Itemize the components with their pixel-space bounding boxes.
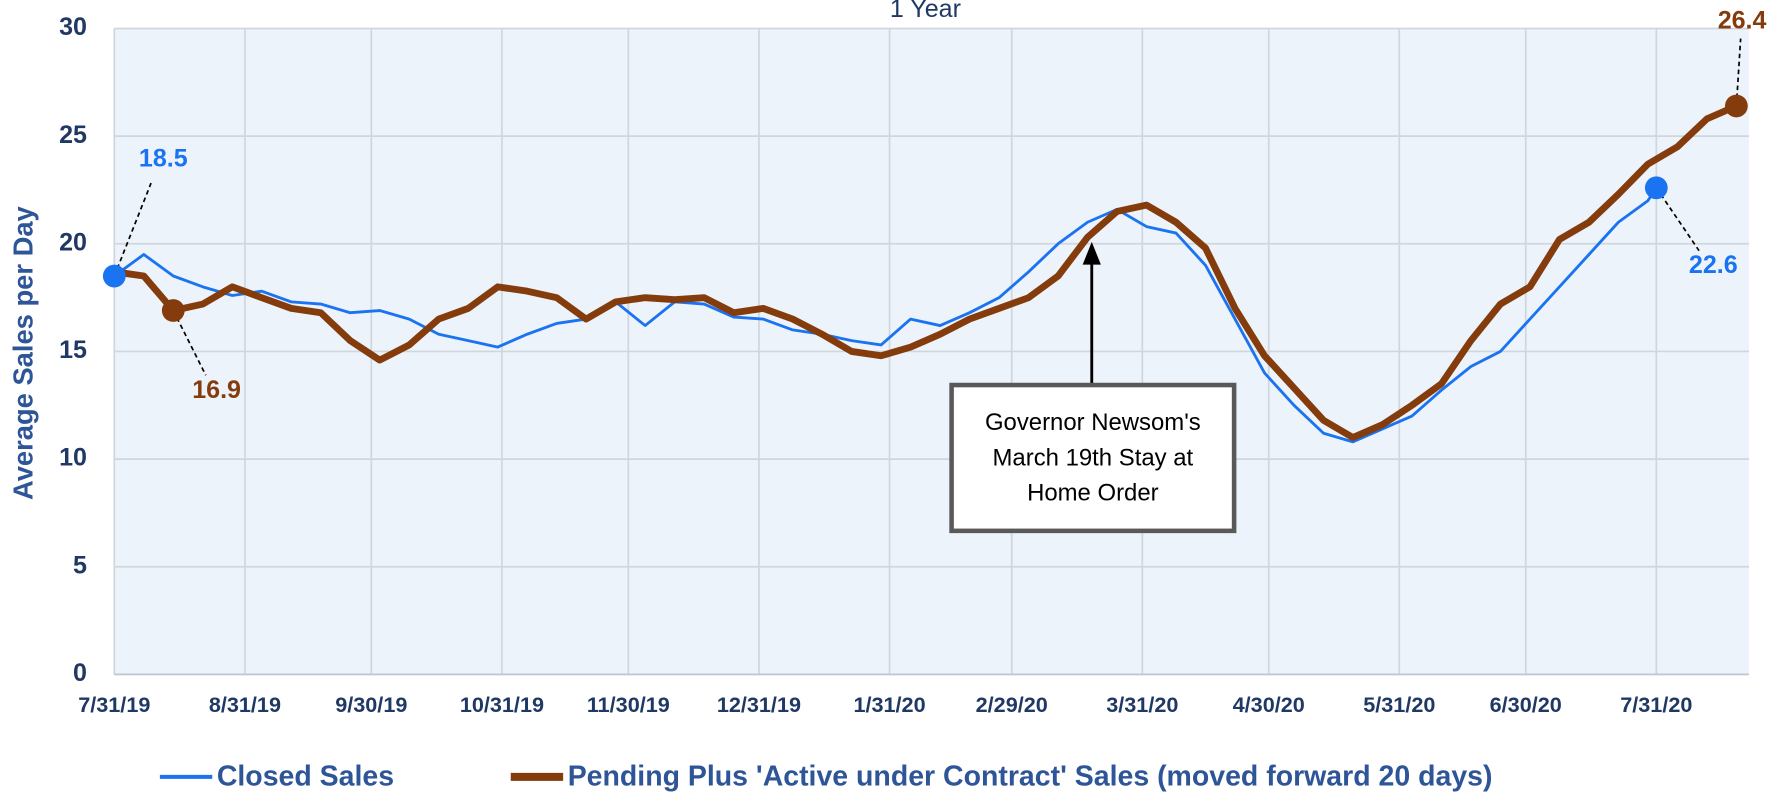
legend-label: Pending Plus 'Active under Contract' Sal… — [568, 761, 1493, 793]
data-label: 26.4 — [1718, 6, 1767, 34]
annotation-box — [949, 382, 1237, 534]
x-tick-label: 3/31/20 — [1106, 692, 1178, 717]
point-marker — [1644, 176, 1668, 200]
x-tick-label: 7/31/20 — [1620, 692, 1692, 717]
x-tick-label: 5/31/20 — [1363, 692, 1435, 717]
x-tick-label: 6/30/20 — [1490, 692, 1562, 717]
y-tick-label: 30 — [59, 13, 87, 41]
x-tick-label: 9/30/19 — [335, 692, 407, 717]
legend-label: Closed Sales — [217, 761, 394, 793]
y-tick-label: 5 — [73, 551, 87, 579]
data-label: 16.9 — [192, 376, 241, 404]
x-tick-label: 10/31/19 — [460, 692, 544, 717]
x-tick-label: 8/31/19 — [209, 692, 281, 717]
point-marker — [161, 299, 185, 322]
point-marker — [1724, 94, 1748, 118]
x-tick-label: 11/30/19 — [587, 692, 670, 717]
point-marker — [102, 264, 126, 288]
y-tick-label: 10 — [59, 444, 87, 472]
x-tick-label: 12/31/19 — [717, 692, 801, 717]
annotation-text: Governor Newsom's — [985, 409, 1201, 436]
annotation-text: March 19th Stay at — [993, 444, 1194, 471]
y-tick-label: 25 — [59, 121, 87, 149]
series-line — [113, 187, 1658, 444]
y-tick-label: 15 — [59, 336, 87, 364]
x-tick-label: 1/31/20 — [853, 692, 925, 717]
chart-title: 1 Year — [890, 0, 961, 23]
series-line — [113, 102, 1738, 441]
annotation-text: Home Order — [1027, 480, 1159, 507]
y-tick-label: 0 — [73, 659, 87, 687]
annotation-arrowhead — [1082, 241, 1101, 265]
y-tick-label: 20 — [59, 228, 87, 256]
x-tick-label: 2/29/20 — [976, 692, 1048, 717]
data-label: 18.5 — [139, 145, 188, 173]
y-axis-label: Average Sales per Day — [8, 205, 39, 499]
data-label: 22.6 — [1689, 251, 1738, 279]
leader-line — [113, 182, 152, 277]
x-tick-label: 7/31/19 — [78, 692, 150, 717]
leader-line — [172, 310, 207, 376]
x-tick-label: 4/30/20 — [1233, 692, 1305, 717]
